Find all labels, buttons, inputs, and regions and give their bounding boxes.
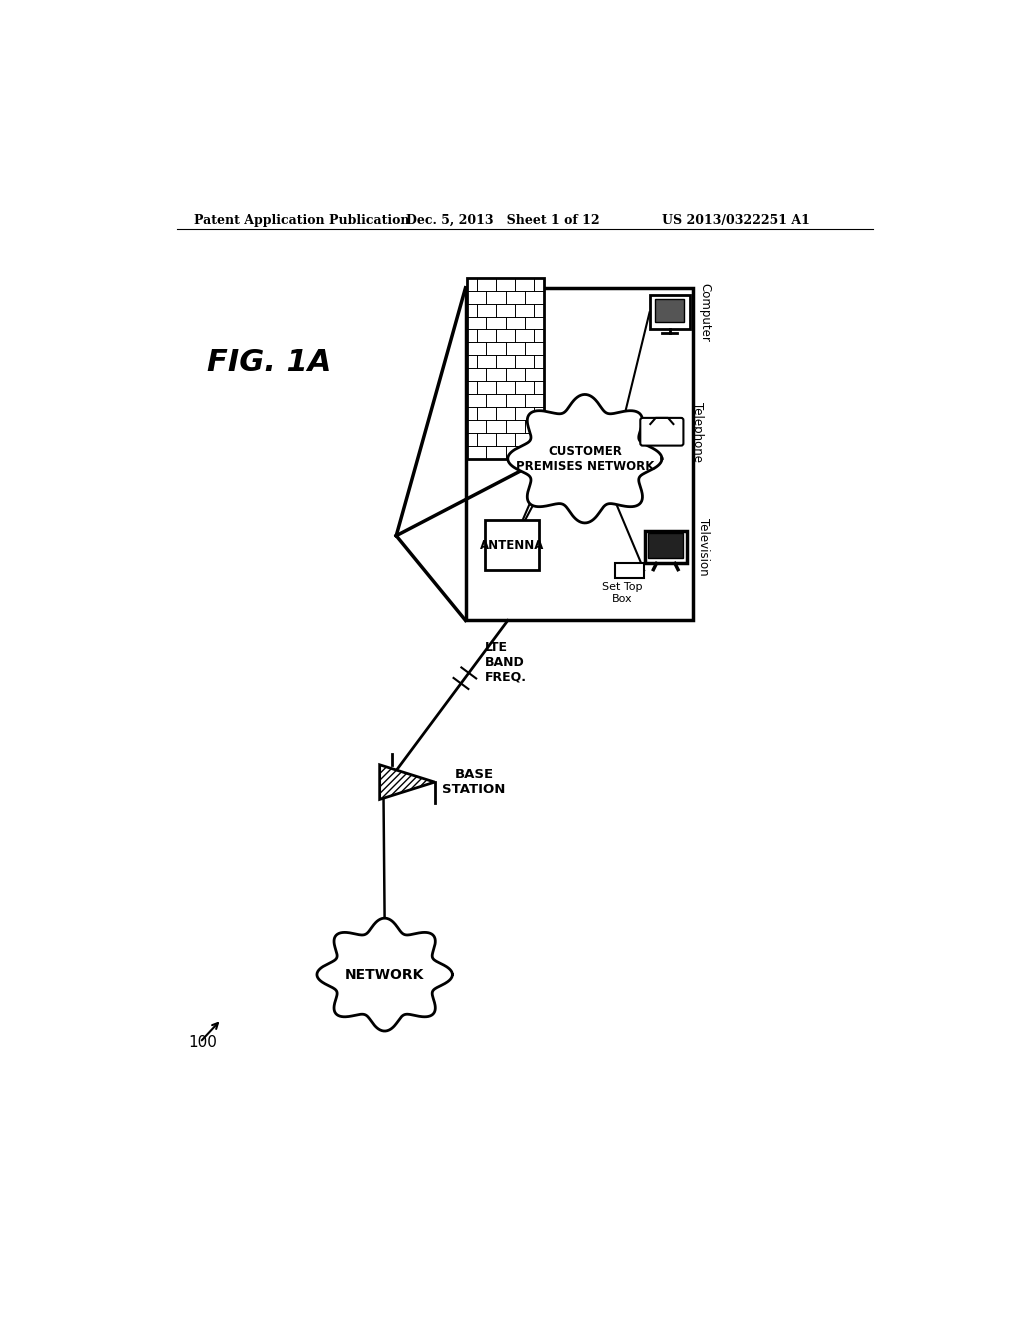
Text: US 2013/0322251 A1: US 2013/0322251 A1 bbox=[662, 214, 810, 227]
Text: CUSTOMER
PREMISES NETWORK: CUSTOMER PREMISES NETWORK bbox=[516, 445, 654, 473]
Text: Dec. 5, 2013   Sheet 1 of 12: Dec. 5, 2013 Sheet 1 of 12 bbox=[407, 214, 600, 227]
Bar bbox=[484, 520, 539, 570]
Text: FIG. 1A: FIG. 1A bbox=[207, 348, 332, 378]
Bar bbox=[467, 277, 544, 459]
Text: NETWORK: NETWORK bbox=[345, 968, 424, 982]
Text: Set Top
Box: Set Top Box bbox=[601, 582, 642, 603]
Text: Patent Application Publication: Patent Application Publication bbox=[194, 214, 410, 227]
Bar bbox=[644, 531, 687, 564]
Text: Telephone: Telephone bbox=[691, 401, 705, 462]
Text: Television: Television bbox=[696, 519, 710, 576]
Text: Computer: Computer bbox=[698, 282, 712, 342]
Polygon shape bbox=[317, 919, 453, 1031]
Text: BASE
STATION: BASE STATION bbox=[442, 768, 506, 796]
FancyBboxPatch shape bbox=[640, 418, 683, 446]
Bar bbox=[655, 298, 684, 322]
Bar bbox=[466, 288, 692, 620]
Bar bbox=[649, 296, 689, 330]
Polygon shape bbox=[508, 395, 662, 523]
Text: 100: 100 bbox=[188, 1035, 217, 1049]
Bar bbox=[614, 562, 644, 578]
Text: ANTENNA: ANTENNA bbox=[479, 539, 544, 552]
Polygon shape bbox=[380, 764, 435, 800]
Text: LTE
BAND
FREQ.: LTE BAND FREQ. bbox=[484, 640, 526, 684]
Bar bbox=[648, 533, 683, 558]
